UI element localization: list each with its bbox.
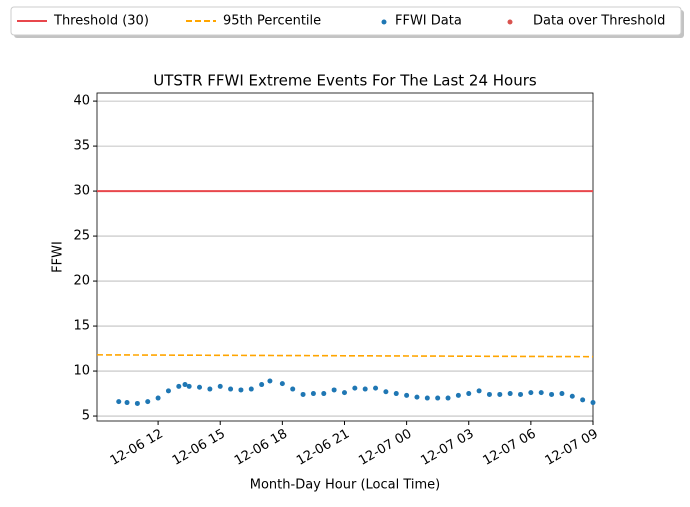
data-point: [165, 388, 171, 394]
data-point: [404, 392, 410, 398]
data-point: [373, 385, 379, 391]
data-point: [259, 382, 265, 388]
data-point: [217, 383, 223, 389]
data-point: [528, 390, 534, 396]
y-tick-label: 25: [73, 229, 90, 244]
data-point: [248, 386, 254, 392]
x-tick-label: 12-07 09: [543, 427, 601, 469]
x-tick-label: 12-07 06: [480, 427, 538, 469]
x-tick-label: 12-07 00: [356, 427, 414, 469]
data-point: [455, 392, 461, 398]
data-point: [507, 391, 513, 397]
x-tick-label: 12-06 15: [170, 427, 228, 469]
plot-frame: [96, 92, 594, 422]
data-point: [124, 400, 130, 406]
data-point: [134, 400, 140, 406]
y-tick-label: 15: [73, 319, 90, 334]
data-point: [435, 395, 441, 401]
y-tick-label: 10: [73, 364, 90, 379]
data-point: [207, 386, 213, 392]
data-point: [476, 388, 482, 394]
x-tick-label: 12-06 12: [108, 427, 166, 469]
legend-marker: [381, 19, 387, 25]
data-point: [424, 395, 430, 401]
data-point: [549, 391, 555, 397]
y-tick-label: 40: [73, 94, 90, 109]
y-tick-label: 35: [73, 139, 90, 154]
x-tick-label: 12-07 03: [418, 427, 476, 469]
legend-label: 95th Percentile: [223, 14, 321, 29]
data-point: [145, 399, 151, 405]
data-point: [290, 386, 296, 392]
data-point: [466, 391, 472, 397]
data-point: [414, 394, 420, 400]
data-point: [228, 386, 234, 392]
x-tick-label: 12-06 21: [294, 427, 352, 469]
data-point: [559, 391, 565, 397]
x-tick-label: 12-06 18: [232, 427, 290, 469]
chart-title: UTSTR FFWI Extreme Events For The Last 2…: [153, 72, 537, 90]
y-tick-label: 30: [73, 184, 90, 199]
legend-box: [10, 6, 682, 36]
x-axis-label: Month-Day Hour (Local Time): [250, 478, 440, 493]
data-point: [321, 391, 327, 397]
data-point: [267, 378, 273, 384]
data-point: [352, 385, 358, 391]
legend-label: Data over Threshold: [533, 14, 665, 29]
data-point: [300, 391, 306, 397]
data-point: [497, 391, 503, 397]
data-point: [331, 387, 337, 393]
data-point: [238, 387, 244, 393]
y-axis-label: FFWI: [51, 241, 66, 273]
data-point: [486, 391, 492, 397]
series-line: [96, 354, 594, 358]
data-point: [569, 393, 575, 399]
data-point: [197, 384, 203, 390]
y-tick-label: 20: [73, 274, 90, 289]
data-point: [445, 395, 451, 401]
data-point: [279, 381, 285, 387]
legend-label: FFWI Data: [395, 14, 462, 29]
data-point: [116, 399, 122, 405]
data-point: [186, 383, 192, 389]
data-point: [518, 391, 524, 397]
data-point: [538, 390, 544, 396]
data-point: [182, 382, 188, 388]
data-point: [393, 391, 399, 397]
data-point: [590, 400, 596, 406]
data-point: [383, 389, 389, 395]
legend-label: Threshold (30): [53, 14, 149, 29]
legend-marker: [507, 19, 513, 25]
data-point: [310, 391, 316, 397]
data-point: [155, 395, 161, 401]
data-point: [362, 386, 368, 392]
data-point: [176, 383, 182, 389]
y-tick-label: 5: [82, 409, 90, 424]
data-point: [580, 397, 586, 403]
data-point: [341, 390, 347, 396]
